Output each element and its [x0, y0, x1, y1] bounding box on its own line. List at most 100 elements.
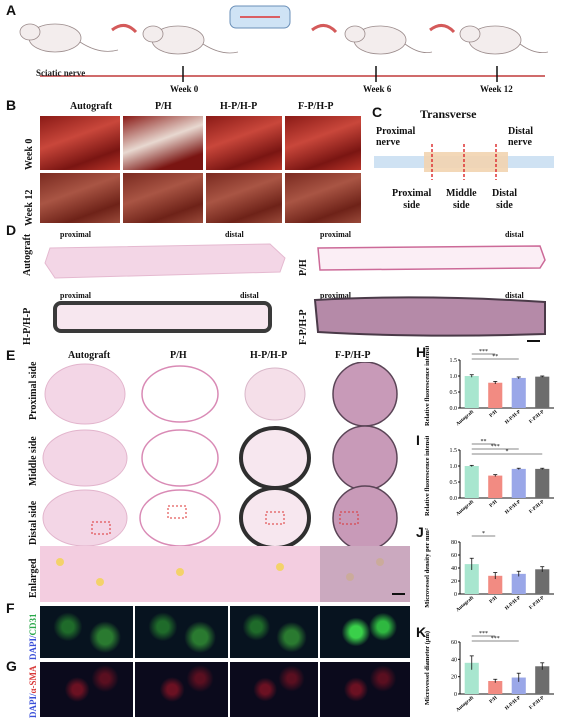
significance-label: *** — [479, 349, 488, 355]
y-axis-label: Microvessel diameter (μm) — [424, 631, 431, 705]
y-tick-label: 0 — [454, 592, 457, 598]
proximal-label: proximal — [320, 230, 351, 239]
proximal-label: proximal — [60, 230, 91, 239]
arrow-icon — [429, 24, 456, 34]
y-tick-label: 60 — [451, 553, 457, 559]
fluorescence-image — [230, 662, 318, 717]
distal-nerve-label: Distal nerve — [508, 126, 533, 148]
chart-h: Relative fluorescence intensity 0.0 0.5 1.0… — [424, 346, 554, 427]
fluorescence-image — [40, 606, 133, 658]
y-tick-label: 40 — [451, 566, 457, 572]
proximal-label: proximal — [60, 291, 91, 300]
panel-label-i: I — [416, 432, 420, 448]
x-tick-label: P/H — [489, 596, 499, 605]
x-tick-label: P/H — [489, 500, 499, 509]
x-tick-label: Autograft — [456, 409, 476, 427]
row-label: Week 0 — [24, 138, 35, 170]
x-tick-label: P/H — [489, 696, 499, 705]
x-tick-label: H-P/H-P — [505, 596, 522, 612]
proximal-label: proximal — [320, 291, 351, 300]
panel-label-g: G — [6, 658, 17, 674]
fluorescence-image — [135, 606, 228, 658]
y-tick-label: 40 — [451, 657, 457, 663]
y-tick-label: 1.0 — [450, 464, 458, 470]
group-header: F-P/H-P — [335, 350, 371, 361]
y-tick-label: 1.5 — [450, 358, 458, 364]
group-header: Autograft — [70, 101, 113, 112]
y-axis-label: Relative fluorescence intensity — [424, 436, 431, 516]
panel-label-a: A — [6, 2, 17, 18]
transverse-title: Transverse — [420, 107, 477, 121]
bar — [535, 376, 550, 408]
distal-label: distal — [505, 230, 524, 239]
bar — [464, 662, 479, 694]
stain-label: DAPI/α-SMA — [28, 665, 38, 718]
rat-icon — [19, 23, 119, 53]
group-header: Autograft — [68, 350, 111, 361]
group-header: P/H — [170, 350, 187, 361]
arrow-icon — [111, 24, 138, 34]
sciatic-nerve-label: Sciatic nerve — [36, 68, 86, 78]
row-label: Proximal side — [28, 361, 39, 420]
distal-label: distal — [240, 291, 259, 300]
surgery-photo — [206, 173, 282, 223]
y-tick-label: 1.0 — [450, 374, 458, 380]
nerve-conduit-diagram — [374, 144, 554, 180]
x-tick-label: F-P/H-P — [529, 500, 546, 515]
row-label: Enlarged — [28, 558, 39, 598]
week-label: Week 12 — [480, 84, 513, 94]
bar — [488, 475, 503, 498]
row-label: Week 12 — [24, 189, 35, 226]
y-tick-label: 0.0 — [450, 406, 458, 412]
side-label: Middle side — [446, 188, 477, 211]
significance-label: *** — [479, 631, 488, 637]
panel-label-k: K — [416, 624, 427, 640]
bar — [488, 382, 503, 408]
panel-label-f: F — [6, 600, 15, 616]
rat-icon — [142, 25, 239, 55]
fluorescence-image — [40, 662, 133, 717]
y-tick-label: 60 — [451, 640, 457, 646]
surgery-photo — [40, 116, 120, 170]
y-tick-label: 0 — [454, 692, 457, 698]
significance-label: *** — [491, 444, 500, 450]
bar — [511, 377, 526, 408]
distal-label: distal — [225, 230, 244, 239]
panel-label-j: J — [416, 524, 424, 540]
significance-label: * — [482, 531, 485, 537]
x-tick-label: F-P/H-P — [529, 596, 546, 611]
fluorescence-image — [320, 606, 410, 658]
bar — [511, 468, 526, 498]
significance-label: * — [506, 449, 509, 455]
fluorescence-image — [230, 606, 318, 658]
x-tick-label: Autograft — [456, 695, 476, 713]
panel-label-d: D — [6, 222, 17, 238]
bar — [488, 681, 503, 694]
surgery-photo — [206, 116, 282, 170]
x-tick-label: H-P/H-P — [505, 696, 522, 712]
significance-label: *** — [491, 636, 500, 642]
fluorescence-image — [320, 662, 410, 717]
panel-label-h: H — [416, 344, 427, 360]
rat-icon — [344, 25, 433, 55]
stain-label: DAPI/CD31 — [28, 613, 38, 661]
significance-label: ** — [492, 354, 498, 360]
surgery-photo — [123, 116, 203, 170]
panel-label-b: B — [6, 97, 17, 113]
y-axis-label: Microvessel density per mm² — [424, 528, 431, 608]
chart-j: Microvessel density per mm² 0 20 40 60 80 Auto… — [424, 528, 554, 613]
bar — [488, 575, 503, 594]
bar — [535, 569, 550, 594]
bar — [511, 677, 526, 694]
proximal-nerve-label: Proximal nerve — [376, 126, 416, 148]
surgery-photo — [285, 173, 361, 223]
x-tick-label: Autograft — [456, 595, 476, 613]
y-tick-label: 20 — [451, 579, 457, 585]
y-tick-label: 0.0 — [450, 496, 458, 502]
bar — [535, 666, 550, 694]
row-label: Middle side — [28, 436, 39, 486]
x-tick-label: Autograft — [456, 499, 476, 517]
side-label: Distal side — [492, 188, 517, 211]
surgery-photo — [40, 173, 120, 223]
rat-icon — [459, 25, 549, 55]
